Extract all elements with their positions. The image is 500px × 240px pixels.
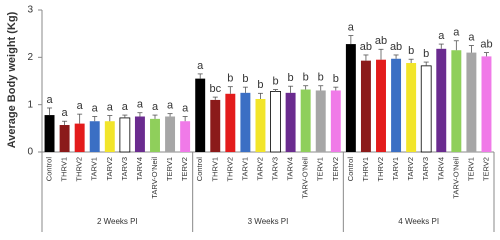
significance-letter: b <box>227 73 233 85</box>
significance-letter: a <box>438 30 445 42</box>
x-tick-label: TARV1 <box>391 157 400 180</box>
significance-letter: a <box>107 101 114 113</box>
significance-letter: ab <box>375 35 387 47</box>
significance-letter: a <box>453 27 460 39</box>
x-tick-label: THRV2 <box>225 157 234 181</box>
significance-letter: b <box>333 73 339 85</box>
bar <box>255 98 266 152</box>
x-tick-label: Control <box>45 157 54 182</box>
x-tick-label: TARV3 <box>120 157 129 180</box>
bar <box>210 99 221 152</box>
x-tick-label: TERV1 <box>165 157 174 181</box>
bar <box>270 91 281 153</box>
significance-letter: ab <box>480 39 492 51</box>
significance-letter: bc <box>209 83 221 95</box>
x-tick-label: TARV1 <box>240 157 249 180</box>
significance-letter: a <box>92 102 99 114</box>
significance-letter: a <box>62 107 69 119</box>
bar <box>89 121 100 152</box>
bar <box>104 121 115 152</box>
significance-letter: ab <box>390 41 402 53</box>
x-tick-label: TARV-O'Neil <box>451 157 460 199</box>
bar <box>481 56 492 152</box>
bar <box>391 58 402 152</box>
x-tick-label: TARV4 <box>436 157 445 180</box>
bar <box>345 44 356 152</box>
significance-letter: a <box>137 99 144 111</box>
bar <box>330 90 341 152</box>
significance-letter: b <box>257 79 263 91</box>
y-axis-label: Average Body weight (Kg) <box>6 11 18 148</box>
significance-letter: b <box>408 45 414 57</box>
x-tick-label: TERV1 <box>466 157 475 181</box>
x-tick-label: TARV3 <box>271 157 280 180</box>
y-tick-label: 1 <box>27 99 33 110</box>
significance-letter: b <box>288 72 294 84</box>
x-tick-label: Control <box>346 157 355 182</box>
significance-letter: a <box>468 31 475 43</box>
x-tick-label: TARV-O'Neil <box>150 157 159 199</box>
x-tick-label: THRV1 <box>361 157 370 181</box>
x-tick-label: TARV2 <box>105 157 114 180</box>
x-tick-label: TARV2 <box>406 157 415 180</box>
bar <box>240 92 251 152</box>
bar <box>225 93 236 152</box>
significance-letter: a <box>152 101 159 113</box>
x-tick-label: TARV4 <box>135 157 144 180</box>
x-tick-label: TERV2 <box>481 157 490 181</box>
group-label: 2 Weeks PI <box>97 217 138 226</box>
bar <box>119 117 131 153</box>
bar <box>436 48 447 152</box>
bar <box>420 65 432 153</box>
y-tick-label: 0 <box>27 147 33 158</box>
significance-letter: a <box>46 94 53 106</box>
x-tick-label: TARV3 <box>421 157 430 180</box>
bar <box>59 125 70 152</box>
significance-letter: ab <box>360 41 372 53</box>
y-tick-label: 3 <box>27 5 33 16</box>
x-tick-label: Control <box>195 157 204 182</box>
bar <box>451 50 462 152</box>
bar <box>360 60 371 152</box>
x-tick-label: THRV1 <box>210 157 219 181</box>
x-tick-label: THRV2 <box>376 157 385 181</box>
x-tick-label: TARV4 <box>286 157 295 180</box>
bar <box>195 78 206 152</box>
bar <box>300 89 311 152</box>
significance-letter: a <box>167 100 174 112</box>
significance-letter: a <box>182 102 189 114</box>
x-tick-label: TERV1 <box>316 157 325 181</box>
y-tick-label: 2 <box>27 52 33 63</box>
bar <box>134 116 145 152</box>
significance-letter: a <box>348 21 355 33</box>
bar <box>315 90 326 152</box>
significance-letter: b <box>272 75 278 87</box>
group-label: 3 Weeks PI <box>248 217 289 226</box>
bar <box>180 121 191 152</box>
bar <box>376 59 386 153</box>
significance-letter: a <box>122 101 129 113</box>
significance-letter: b <box>242 73 248 85</box>
significance-letter: a <box>197 60 204 72</box>
bar <box>150 118 160 152</box>
significance-letter: b <box>423 48 429 60</box>
bar <box>466 52 477 152</box>
significance-letter: b <box>318 72 324 84</box>
x-tick-label: THRV2 <box>75 157 84 181</box>
x-tick-label: TARV1 <box>90 157 99 180</box>
x-tick-label: TARV2 <box>255 157 264 180</box>
bar <box>74 123 85 152</box>
x-tick-label: TERV2 <box>180 157 189 181</box>
x-tick-label: THRV1 <box>60 157 69 181</box>
chart: Average Body weight (Kg) 0 1 2 3 2 Weeks PI a… <box>6 5 495 232</box>
x-tick-label: TERV2 <box>331 157 340 181</box>
bar <box>406 63 417 152</box>
bar <box>165 116 176 152</box>
bar <box>44 115 55 152</box>
bar <box>285 92 296 152</box>
group-label: 4 Weeks PI <box>398 217 439 226</box>
significance-letter: b <box>303 72 309 84</box>
significance-letter: a <box>77 100 84 112</box>
x-tick-label: TARV-O'Neil <box>301 157 310 199</box>
